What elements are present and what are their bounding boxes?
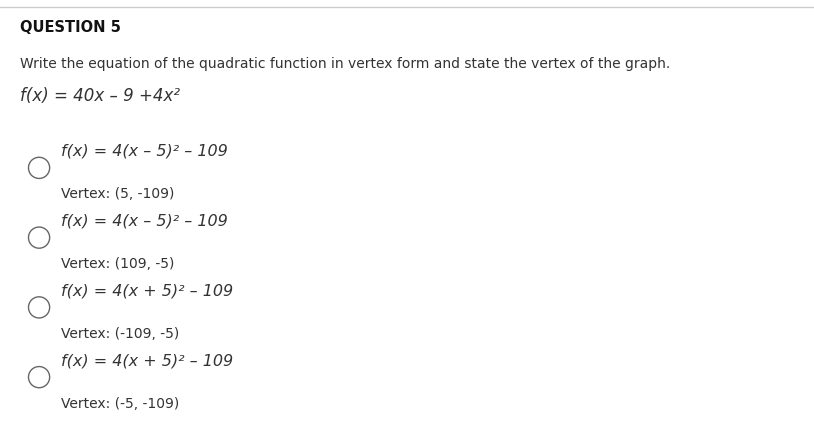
Text: f(x) = 40x – 9 +4x²: f(x) = 40x – 9 +4x² <box>20 87 181 105</box>
Text: Vertex: (-109, -5): Vertex: (-109, -5) <box>61 327 179 341</box>
Text: f(x) = 4(x + 5)² – 109: f(x) = 4(x + 5)² – 109 <box>61 353 233 368</box>
Text: f(x) = 4(x – 5)² – 109: f(x) = 4(x – 5)² – 109 <box>61 144 228 159</box>
Text: QUESTION 5: QUESTION 5 <box>20 20 121 34</box>
Text: f(x) = 4(x – 5)² – 109: f(x) = 4(x – 5)² – 109 <box>61 214 228 228</box>
Text: Vertex: (5, -109): Vertex: (5, -109) <box>61 187 174 201</box>
Text: Vertex: (-5, -109): Vertex: (-5, -109) <box>61 397 179 411</box>
Text: Write the equation of the quadratic function in vertex form and state the vertex: Write the equation of the quadratic func… <box>20 57 671 71</box>
Text: f(x) = 4(x + 5)² – 109: f(x) = 4(x + 5)² – 109 <box>61 283 233 298</box>
Text: Vertex: (109, -5): Vertex: (109, -5) <box>61 257 174 271</box>
